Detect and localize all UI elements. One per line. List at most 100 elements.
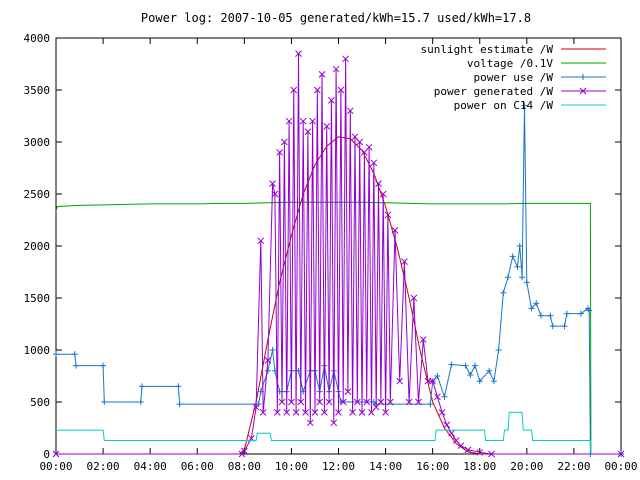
data-point	[285, 117, 293, 125]
data-point	[410, 294, 418, 302]
data-point	[283, 409, 291, 416]
data-point	[176, 401, 183, 408]
y-tick-label: 2500	[24, 188, 51, 201]
data-point	[306, 419, 314, 427]
legend-label: power use /W	[474, 71, 554, 84]
data-point	[495, 347, 502, 353]
x-tick-label: 08:00	[228, 460, 261, 473]
y-tick-label: 0	[43, 448, 50, 461]
data-point	[617, 450, 625, 458]
data-point	[297, 398, 305, 406]
data-point	[528, 305, 535, 312]
data-point	[356, 138, 364, 146]
y-tick-label: 3500	[24, 84, 51, 97]
x-tick-label: 16:00	[416, 460, 449, 473]
x-tick-label: 10:00	[275, 460, 308, 473]
data-point	[467, 371, 474, 378]
data-point	[264, 367, 271, 374]
data-point	[396, 377, 404, 385]
data-point	[514, 263, 521, 270]
data-point	[73, 362, 80, 369]
data-point	[288, 398, 295, 406]
y-tick-label: 4000	[24, 32, 51, 45]
x-tick-label: 14:00	[369, 460, 402, 473]
data-point	[259, 409, 267, 416]
x-tick-label: 04:00	[134, 460, 167, 473]
data-point	[276, 149, 283, 156]
data-point	[370, 159, 378, 167]
data-point	[175, 383, 182, 390]
data-point	[330, 419, 338, 427]
data-point	[427, 401, 434, 408]
data-point	[384, 211, 392, 219]
data-point	[577, 310, 584, 317]
y-tick-label: 1500	[24, 292, 51, 305]
data-point	[309, 117, 316, 125]
series-line	[56, 53, 621, 455]
x-tick-label: 12:00	[322, 460, 355, 473]
data-point	[509, 253, 516, 260]
data-point	[486, 367, 493, 374]
chart-title: Power log: 2007-10-05 generated/kWh=15.7…	[141, 11, 531, 25]
data-point	[101, 399, 108, 405]
data-point	[363, 398, 371, 406]
data-point	[429, 377, 437, 385]
x-tick-label: 00:00	[39, 460, 72, 473]
legend-label: power generated /W	[434, 85, 554, 98]
data-point	[52, 450, 60, 458]
data-point	[490, 378, 497, 385]
legend-label: sunlight estimate /W	[421, 43, 554, 56]
data-point	[271, 190, 279, 198]
x-tick-label: 02:00	[87, 460, 120, 473]
series-3	[52, 50, 625, 458]
y-tick-label: 3000	[24, 136, 51, 149]
data-point	[563, 310, 570, 317]
x-axis: 00:00 02:00 04:00 06:00 08:00 10:00 12:00 14:00…	[39, 38, 638, 473]
data-point	[335, 409, 342, 416]
legend-label: voltage /0.1V	[467, 57, 553, 70]
data-point	[448, 429, 455, 437]
x-tick-label: 22:00	[557, 460, 590, 473]
data-point	[316, 398, 324, 406]
data-point	[377, 398, 385, 406]
data-point	[441, 393, 448, 400]
data-point	[516, 243, 523, 249]
data-point	[257, 237, 265, 245]
data-point	[547, 312, 554, 319]
data-point	[476, 378, 483, 385]
data-point	[299, 117, 307, 125]
data-point	[269, 180, 276, 187]
data-point	[424, 377, 432, 385]
y-axis: 0 500 1000 1500 2000 2500 3000 3500 4000	[24, 32, 621, 461]
data-point	[353, 398, 361, 406]
x-tick-label: 18:00	[463, 460, 496, 473]
x-tick-label: 06:00	[181, 460, 214, 473]
data-point	[434, 393, 441, 401]
legend-label: power on C14 /W	[454, 99, 554, 112]
x-tick-label: 20:00	[510, 460, 543, 473]
data-point	[264, 357, 272, 364]
data-point	[292, 409, 300, 416]
data-point	[278, 398, 286, 406]
data-point	[318, 71, 326, 78]
data-point	[321, 409, 328, 416]
data-point	[476, 449, 484, 456]
data-point	[537, 312, 544, 319]
data-point	[325, 398, 333, 406]
data-point	[533, 300, 540, 307]
data-point	[415, 398, 422, 406]
data-point	[391, 227, 399, 234]
data-point	[358, 409, 366, 416]
data-point	[500, 289, 507, 296]
data-point	[382, 409, 389, 416]
data-point	[71, 351, 78, 358]
data-point	[346, 107, 354, 115]
data-point	[252, 403, 260, 411]
data-point	[419, 336, 427, 343]
data-point	[438, 409, 446, 416]
data-point	[53, 351, 59, 358]
data-point	[401, 258, 408, 265]
data-point	[505, 274, 511, 281]
data-point	[488, 450, 495, 458]
x-tick-label: 00:00	[604, 460, 637, 473]
